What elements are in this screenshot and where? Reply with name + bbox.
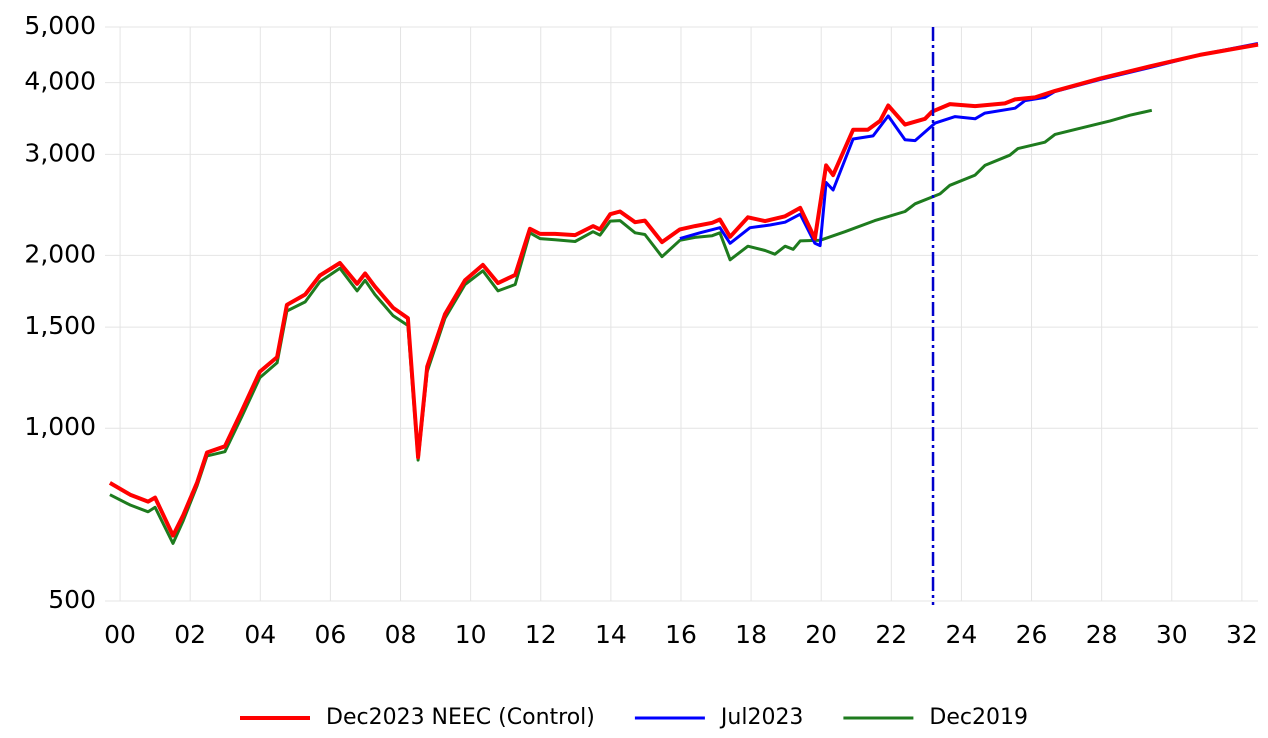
legend-item: Dec2019 <box>843 705 1028 730</box>
x-tick-label: 26 <box>1016 620 1048 649</box>
y-tick-label: 1,000 <box>24 412 96 441</box>
y-tick-label: 500 <box>48 585 96 614</box>
series-line <box>109 108 1153 545</box>
x-tick-label: 06 <box>315 620 347 649</box>
x-tick-label: 30 <box>1156 620 1188 649</box>
series-line <box>108 42 1259 538</box>
legend-label: Dec2019 <box>929 705 1028 730</box>
legend-item: Dec2023 NEEC (Control) <box>240 705 595 730</box>
x-tick-label: 02 <box>174 620 206 649</box>
x-tick-label: 04 <box>244 620 276 649</box>
x-tick-label: 08 <box>385 620 417 649</box>
x-tick-label: 10 <box>455 620 487 649</box>
x-tick-label: 28 <box>1086 620 1118 649</box>
x-tick-label: 32 <box>1226 620 1258 649</box>
grid: 500 1,000 1,500 2,000 3,000 4,000 5,000 00 02 04 0… <box>24 11 1258 649</box>
series-line <box>679 42 1259 248</box>
x-tick-label: 16 <box>665 620 697 649</box>
y-tick-label: 5,000 <box>24 11 96 40</box>
x-tick-label: 00 <box>104 620 136 649</box>
legend-label: Dec2023 NEEC (Control) <box>326 705 595 730</box>
y-tick-label: 2,000 <box>24 239 96 268</box>
x-tick-label: 24 <box>946 620 978 649</box>
x-tick-label: 12 <box>525 620 557 649</box>
y-tick-label: 1,500 <box>24 311 96 340</box>
y-tick-label: 4,000 <box>24 67 96 96</box>
x-tick-label: 18 <box>735 620 767 649</box>
x-tick-label: 22 <box>875 620 907 649</box>
legend: Dec2023 NEEC (Control) Jul2023 Dec2019 <box>240 705 1028 730</box>
x-tick-label: 20 <box>805 620 837 649</box>
legend-item: Jul2023 <box>634 705 804 730</box>
legend-label: Jul2023 <box>719 705 804 730</box>
plot-area <box>108 27 1259 605</box>
x-tick-label: 14 <box>595 620 627 649</box>
y-tick-label: 3,000 <box>24 138 96 167</box>
